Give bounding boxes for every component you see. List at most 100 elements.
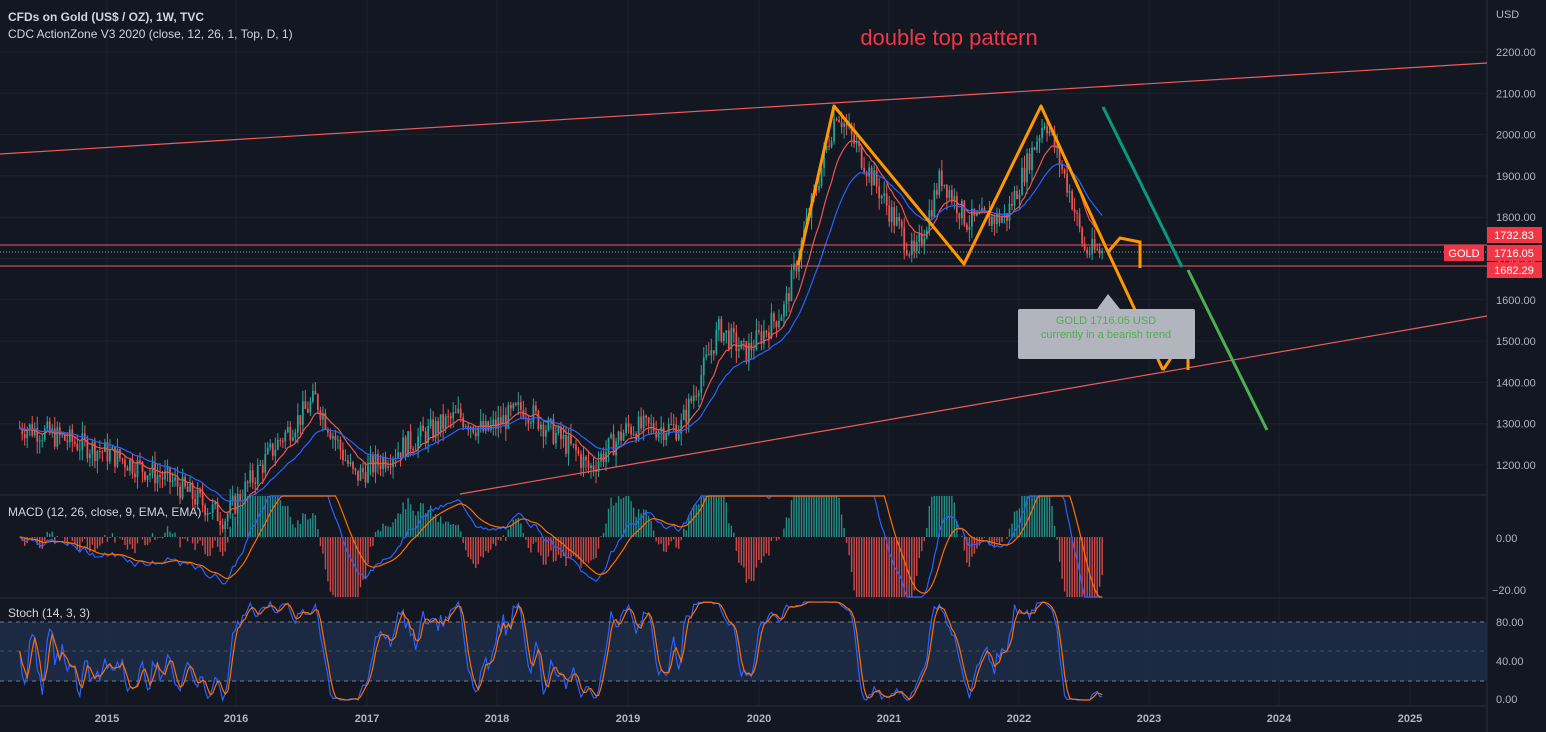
indicator-label[interactable]: CDC ActionZone V3 2020 (close, 12, 26, 1…	[8, 27, 293, 41]
candle-body	[567, 435, 570, 454]
candle-body	[467, 426, 470, 430]
double-top-pattern[interactable]	[796, 104, 1165, 371]
candle-body	[692, 395, 695, 402]
candle-body	[509, 405, 512, 409]
candle-body	[512, 403, 515, 409]
candle-body	[437, 420, 440, 434]
candle-body	[434, 420, 437, 438]
time-tick: 2023	[1137, 713, 1161, 725]
candle-body	[164, 471, 166, 480]
candle-body	[249, 470, 252, 484]
projection-line-green[interactable]	[1186, 269, 1269, 431]
candle-body	[502, 415, 505, 425]
candle-body	[853, 134, 855, 144]
candle-body	[655, 431, 658, 438]
candle-body	[261, 464, 264, 473]
pullback-arrow[interactable]	[1106, 236, 1142, 268]
candle-body	[840, 122, 843, 127]
candle-body	[1001, 217, 1003, 223]
candle-body	[384, 457, 387, 468]
candle-body	[369, 455, 372, 464]
candle-body	[442, 414, 445, 429]
candle-body	[890, 207, 893, 222]
candle-body	[1071, 191, 1073, 210]
slow-ema-line	[19, 163, 1103, 503]
candle-body	[349, 462, 352, 465]
candle-body	[755, 330, 758, 350]
candle-body	[86, 439, 89, 459]
price-tick: 1500.00	[1496, 336, 1536, 348]
candle-body	[1013, 190, 1016, 206]
fast-ema-line	[19, 140, 1103, 514]
candle-body	[186, 486, 189, 492]
candle-body	[289, 427, 292, 441]
price-tick: 1300.00	[1496, 419, 1536, 431]
candle-body	[1101, 251, 1104, 254]
candle-body	[555, 433, 557, 444]
candle-body	[96, 451, 99, 461]
macd-label[interactable]: MACD (12, 26, close, 9, EMA, EMA)	[8, 505, 201, 519]
callout-line-1: GOLD 1716.05 USD	[1056, 315, 1156, 327]
candle-body	[873, 170, 876, 186]
candle-body	[983, 208, 986, 212]
candle-body	[1053, 131, 1056, 148]
symbol-badge: GOLD	[1444, 245, 1484, 261]
candle-body	[66, 440, 69, 443]
time-tick: 2020	[747, 713, 771, 725]
candle-body	[685, 409, 688, 423]
resistance-trendline[interactable]	[0, 62, 1488, 155]
candle-body	[537, 411, 540, 430]
price-tick: 1600.00	[1496, 295, 1536, 307]
svg-text:1682.29: 1682.29	[1494, 265, 1534, 277]
candle-body	[259, 464, 262, 466]
candle-body	[1063, 169, 1066, 174]
support-trendline[interactable]	[459, 315, 1488, 495]
candle-body	[497, 417, 500, 429]
candle-body	[1016, 190, 1018, 200]
candle-body	[291, 437, 294, 441]
candle-body	[863, 167, 866, 174]
chart-title[interactable]: CFDs on Gold (US$ / OZ), 1W, TVC	[8, 10, 204, 24]
candle-body	[171, 480, 174, 483]
stoch-label[interactable]: Stoch (14, 3, 3)	[8, 606, 90, 620]
candle-body	[101, 451, 104, 453]
candle-body	[314, 390, 317, 395]
candle-body	[362, 468, 364, 473]
candle-body	[640, 416, 643, 429]
callout-box[interactable]: GOLD 1716.05 USD currently in a bearish …	[1018, 294, 1195, 359]
candle-body	[933, 190, 936, 217]
candle-body	[281, 440, 284, 442]
candle-body	[735, 332, 738, 351]
candle-body	[229, 500, 232, 515]
candle-body	[998, 213, 1001, 223]
candle-body	[963, 200, 966, 225]
candle-body	[286, 427, 289, 433]
candle-body	[958, 213, 961, 219]
candle-body	[682, 409, 685, 420]
candle-body	[246, 481, 249, 484]
candle-body	[48, 421, 51, 434]
candle-body	[953, 195, 956, 202]
candle-body	[885, 193, 888, 206]
candle-body	[667, 423, 670, 435]
candle-body	[527, 417, 530, 424]
candle-body	[815, 189, 818, 191]
candle-body	[226, 514, 229, 522]
candle-body	[392, 459, 394, 467]
candle-body	[562, 435, 565, 440]
candle-body	[311, 390, 314, 402]
candle-body	[565, 435, 567, 454]
candle-body	[1083, 243, 1086, 250]
annotation-title[interactable]: double top pattern	[860, 25, 1037, 50]
candle-body	[354, 468, 357, 471]
candle-body	[1061, 164, 1063, 170]
candle-body	[492, 419, 495, 425]
candle-body	[763, 330, 765, 344]
time-axis[interactable]: 2015 2016 2017 2018 2019 2020 2021 2022 2023 2024…	[95, 713, 1422, 725]
candle-body	[870, 167, 873, 186]
candle-body	[1046, 126, 1048, 134]
candle-body	[940, 170, 943, 187]
projection-line-teal[interactable]	[1101, 106, 1184, 268]
candle-body	[1033, 147, 1036, 150]
